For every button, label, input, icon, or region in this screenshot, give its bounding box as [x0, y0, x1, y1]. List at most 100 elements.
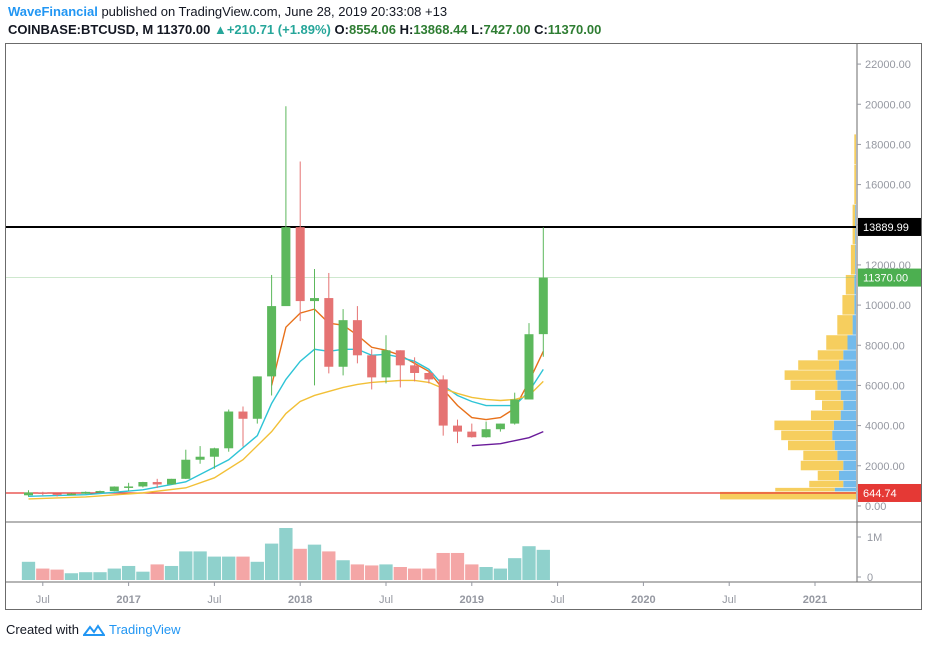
candle-body — [209, 448, 219, 457]
volume-bar — [350, 564, 365, 580]
volume-profile-bar-up — [798, 360, 839, 370]
candle-body — [124, 486, 134, 488]
published-text: published on TradingView.com, June 28, 2… — [101, 4, 448, 19]
volume-profile-bar-down — [834, 440, 856, 451]
candle-body — [310, 298, 319, 302]
volume-profile-bar-up — [822, 400, 844, 411]
candle-body — [438, 379, 448, 426]
candle-body — [424, 372, 434, 380]
volume-bar — [279, 528, 293, 580]
low-label: L: — [471, 22, 484, 37]
volume-profile-bar-up — [837, 315, 853, 335]
volume-bar — [307, 544, 322, 580]
resistance-price-tag — [858, 217, 921, 236]
candle-body — [324, 298, 334, 367]
candle-body — [467, 431, 477, 438]
candle-body — [510, 399, 520, 424]
volume-bar — [422, 568, 436, 580]
price-tick-label: 20000.00 — [865, 99, 911, 111]
time-tick-label: 2018 — [288, 594, 312, 606]
resistance-price-label: 13889.99 — [863, 222, 909, 234]
tradingview-brand-link[interactable]: TradingView — [108, 622, 181, 637]
volume-bar — [79, 572, 93, 580]
volume-profile-bar-up — [803, 450, 838, 461]
volume-profile-bar-up — [854, 134, 856, 165]
volume-profile-bar-up — [826, 335, 848, 350]
volume-profile-bar-up — [790, 380, 838, 390]
volume-bar — [21, 561, 36, 580]
time-tick-label: 2020 — [631, 594, 655, 606]
ema-yellow-line — [28, 379, 544, 500]
volume-bar — [536, 549, 550, 580]
volume-profile-bar-up — [800, 460, 844, 471]
volume-profile-bar-down — [840, 410, 856, 421]
volume-profile-bar-up — [852, 204, 856, 245]
volume-bar — [222, 556, 236, 580]
volume-profile-bar-down — [847, 335, 856, 350]
open-label: O: — [334, 22, 349, 37]
volume-bar — [393, 567, 407, 580]
volume-profile-bar-down — [834, 487, 856, 492]
candle-body — [453, 425, 462, 432]
volume-bar — [207, 556, 222, 580]
volume-profile-bar-up — [809, 480, 844, 488]
volume-bar — [250, 561, 264, 580]
price-tick-label: 0.00 — [865, 501, 886, 513]
support-price-label: 644.74 — [863, 488, 897, 500]
volume-profile-bar-up — [810, 410, 841, 421]
price-tick-label: 16000.00 — [865, 180, 911, 192]
price-tick-label: 4000.00 — [865, 421, 905, 433]
ema-orange-line — [270, 308, 544, 421]
volume-profile-bar-up — [788, 440, 835, 451]
time-tick-label: Jul — [551, 594, 565, 606]
volume-profile-bar-up — [775, 487, 835, 492]
price-change: +210.71 (+1.89%) — [226, 22, 331, 37]
high-value: 13868.44 — [413, 22, 468, 37]
candle-body — [167, 478, 176, 485]
volume-profile-bar-down — [854, 274, 856, 295]
price-tick-label: 8000.00 — [865, 340, 905, 352]
volume-profile-bar-up — [815, 390, 841, 400]
candle-body — [295, 227, 305, 302]
volume-profile-bar-up — [842, 295, 855, 315]
last-price-label: 11370.00 — [863, 273, 908, 285]
candle-body — [495, 423, 505, 430]
price-tick-label: 6000.00 — [865, 380, 905, 392]
candle-body — [181, 459, 191, 479]
volume-bar — [236, 556, 250, 580]
volume-profile-bar-up — [854, 164, 856, 205]
volume-profile-bar-down — [843, 400, 856, 411]
volume-bar — [508, 558, 522, 580]
price-tick-label: 22000.00 — [865, 59, 911, 71]
volume-profile-bar-up — [817, 350, 844, 360]
volume-bar — [136, 571, 150, 580]
candle-body — [95, 491, 105, 493]
author-link[interactable]: WaveFinancial — [8, 4, 98, 19]
volume-bar — [493, 568, 508, 580]
candle-body — [267, 306, 277, 377]
volume-profile-bar-up — [720, 491, 856, 500]
candle-body — [252, 376, 262, 419]
candle-body — [238, 411, 248, 419]
candle-body — [281, 227, 291, 307]
volume-tick-label: 0 — [867, 572, 873, 584]
candle-body — [338, 320, 348, 367]
volume-profile-bar-down — [843, 480, 856, 488]
volume-profile-bar-down — [839, 360, 856, 370]
volume-profile-bar-up — [781, 430, 833, 441]
candle-body — [66, 493, 76, 496]
volume-bar — [93, 572, 107, 580]
created-with-text: Created with — [6, 622, 79, 637]
volume-bar — [465, 564, 479, 580]
volume-bar — [522, 546, 536, 580]
candle-body — [352, 320, 362, 356]
volume-bar — [407, 568, 422, 580]
time-tick-label: 2019 — [460, 594, 484, 606]
volume-profile-bar-down — [832, 430, 856, 441]
candle-body — [52, 493, 62, 495]
volume-bar — [450, 552, 465, 580]
volume-profile-bar-down — [840, 390, 856, 400]
volume-bar — [50, 569, 64, 580]
volume-profile-bar-down — [852, 315, 856, 335]
